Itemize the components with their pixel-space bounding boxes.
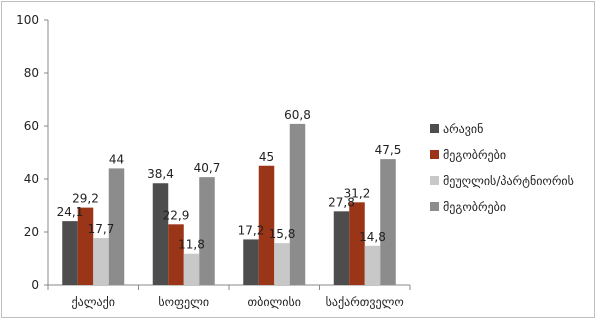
bar [108,168,125,285]
y-tick-label: 20 [24,225,39,239]
data-label: 38,4 [147,167,174,181]
legend: არავინ მეგობრები მეუღლის/პარტნიორის მეგობრე… [430,122,574,214]
y-tick-label: 0 [31,278,39,292]
bar [380,159,396,285]
data-label: 60,8 [284,108,311,122]
bar [183,253,200,285]
y-axis-ticks: 0 20 40 60 80 100 [16,13,48,292]
data-label: 44 [109,152,124,166]
data-label: 22,9 [163,208,190,222]
bar [349,202,365,285]
bar [274,243,290,285]
data-label: 31,2 [344,186,371,200]
bar [289,123,306,285]
data-label: 24,1 [57,205,84,219]
bar [152,183,169,285]
bar [243,239,259,285]
y-tick-label: 100 [16,13,39,27]
y-tick-label: 40 [24,172,39,186]
data-label: 17,2 [238,223,265,237]
data-label: 29,2 [72,192,99,206]
bar [333,211,350,285]
bar [77,207,94,285]
data-label: 15,8 [269,227,296,241]
legend-swatch [430,124,439,133]
legend-swatch [430,202,439,211]
legend-label: მეუღლის/პარტნიორის [443,174,574,188]
category-label: სოფელი [158,295,209,309]
bar [168,224,184,285]
bar [62,221,78,285]
data-label: 47,5 [375,143,402,157]
category-label: თბილისი [248,295,302,309]
category-label: საქართველო [326,295,404,309]
data-label: 11,8 [178,238,205,252]
legend-label: მეგობრები [443,200,506,214]
legend-swatch [430,176,439,185]
data-label: 45 [259,150,274,164]
data-label: 17,7 [88,222,115,236]
category-labels: ქალაქი სოფელი თბილისი საქართველო [72,295,404,309]
y-tick-label: 80 [24,66,39,80]
data-label: 27,8 [328,195,355,209]
data-label: 40,7 [194,161,221,175]
legend-label: არავინ [443,122,483,136]
y-tick-label: 60 [24,119,39,133]
data-labels: 24,129,2 17,7 44 38,4 22,9 11,8 40,7 17,2 45 15,8… [57,108,402,252]
bar [199,177,215,285]
data-label: 14,8 [359,230,386,244]
legend-swatch [430,150,439,159]
bar [258,165,275,285]
legend-label: მეგობრები [443,148,506,162]
bar [93,238,109,285]
bars [62,123,396,285]
bar [364,245,381,285]
category-label: ქალაქი [72,295,115,309]
